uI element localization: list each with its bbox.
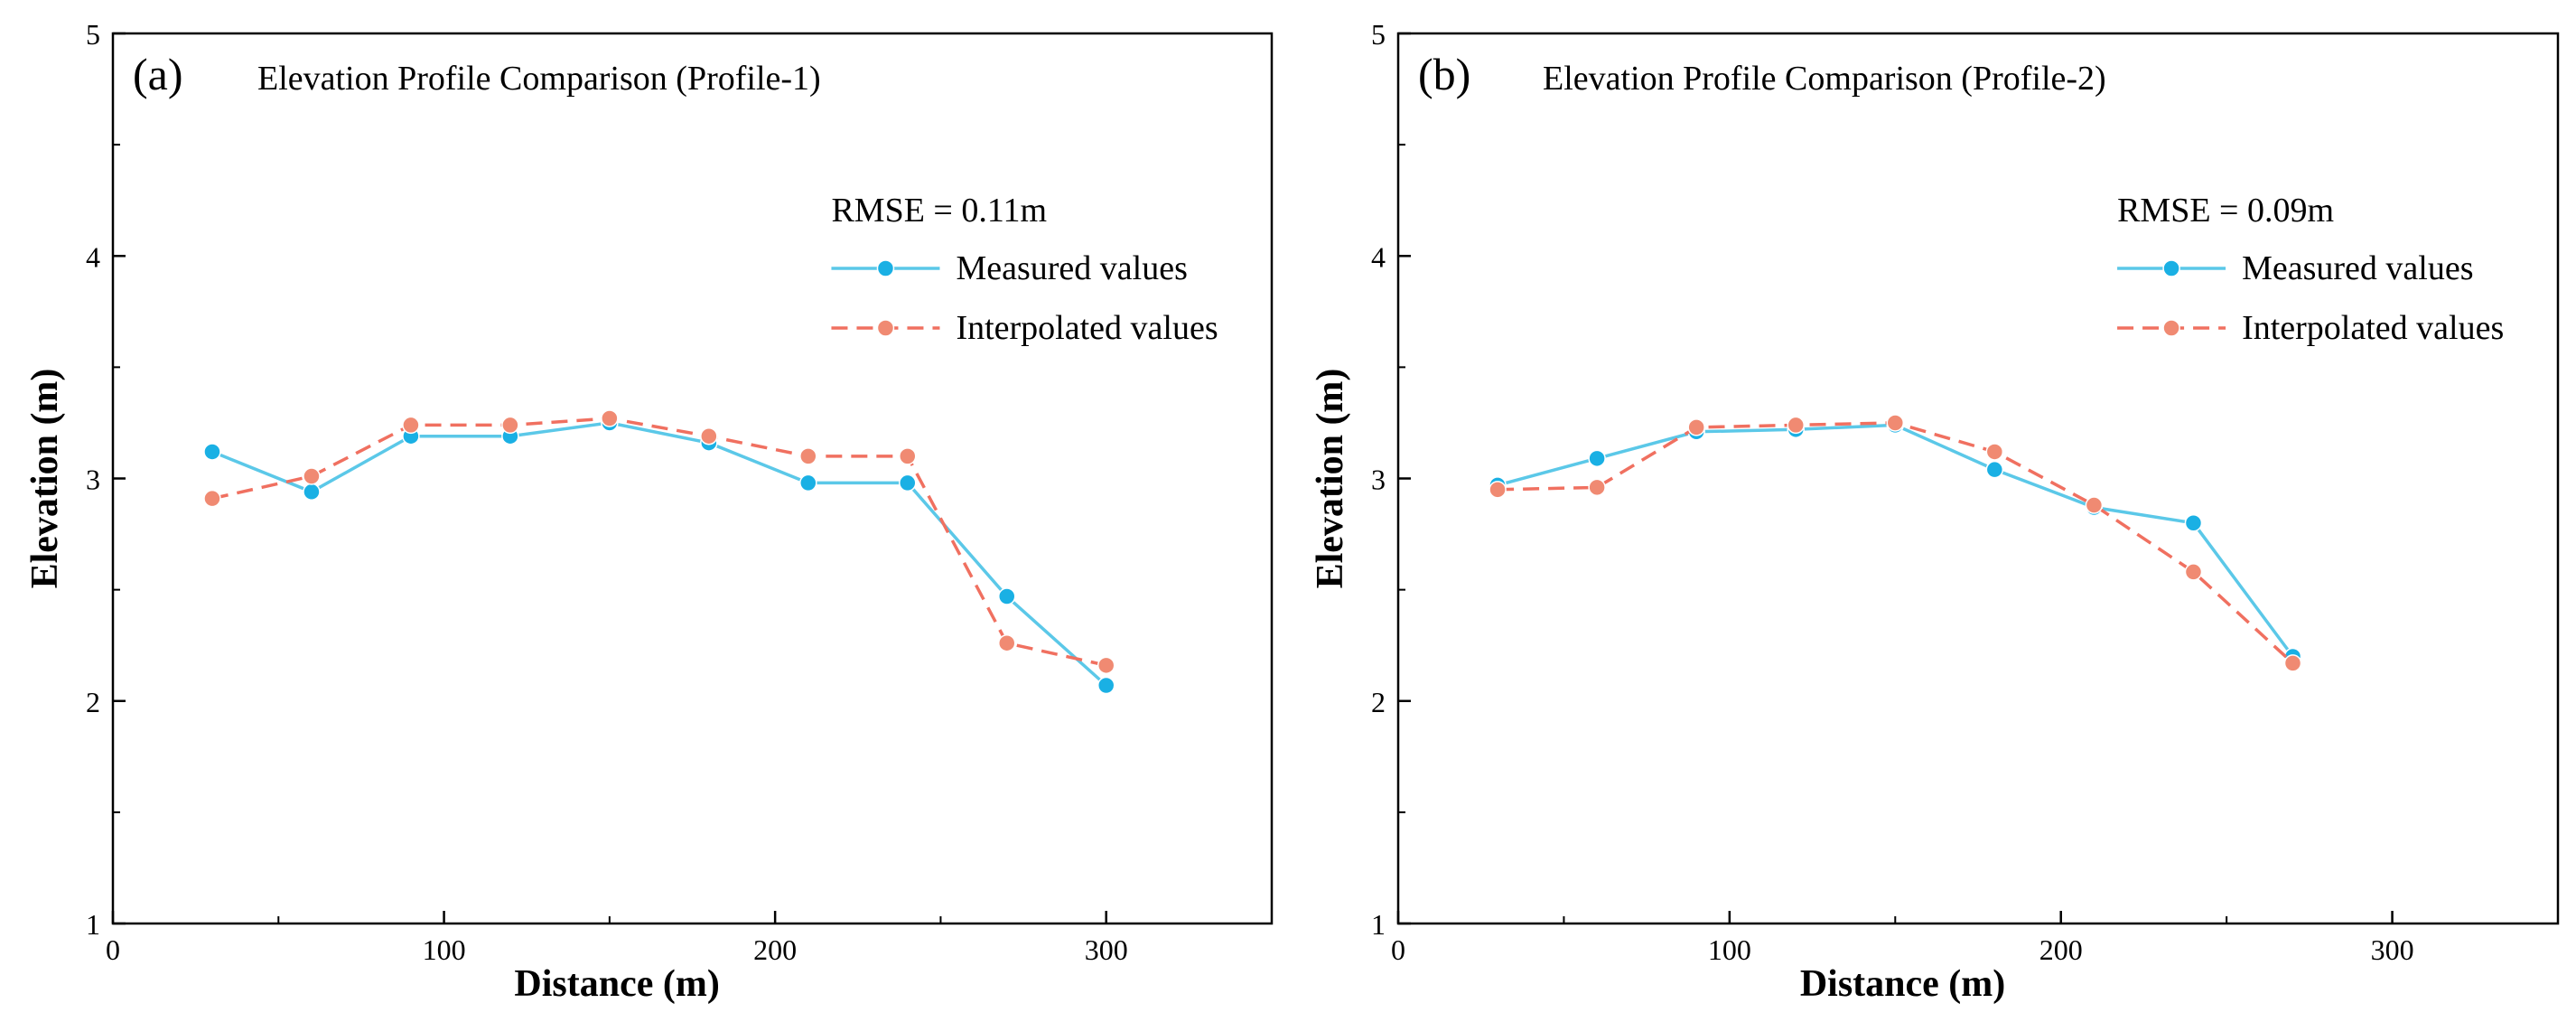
legend-marker xyxy=(2162,259,2180,277)
x-axis-label: Distance (m) xyxy=(514,963,719,1005)
y-tick-label: 4 xyxy=(1371,240,1386,273)
y-axis-label: Elevation (m) xyxy=(24,369,66,589)
x-tick-label: 0 xyxy=(106,933,120,966)
y-tick-label: 2 xyxy=(86,686,100,718)
chart-panel-b: 0 100 200 300 1 2 3 4 5 Distance (m) Elevation (m)… xyxy=(1310,18,2560,1005)
data-point-interpolated xyxy=(2283,654,2302,672)
data-point-interpolated xyxy=(601,409,619,427)
data-point-interpolated xyxy=(899,447,917,465)
y-tick-label: 4 xyxy=(86,240,100,273)
data-point-interpolated xyxy=(1097,656,1115,675)
rmse-annotation: RMSE = 0.11m xyxy=(831,192,1047,230)
data-point-interpolated xyxy=(1886,414,1905,432)
data-point-interpolated xyxy=(1985,443,2004,461)
x-tick-label: 100 xyxy=(423,933,466,966)
data-point-measured xyxy=(1985,460,2004,479)
x-tick-label: 300 xyxy=(1085,933,1128,966)
data-point-measured xyxy=(899,473,917,492)
x-tick-label: 0 xyxy=(1391,933,1405,966)
plot-frame xyxy=(111,32,1274,925)
data-point-interpolated xyxy=(2085,496,2104,514)
legend-entry-label: Measured values xyxy=(956,249,1187,287)
data-point-interpolated xyxy=(1687,418,1705,436)
data-point-interpolated xyxy=(402,416,420,435)
legend-entry-label: Interpolated values xyxy=(956,309,1218,347)
y-axis-label: Elevation (m) xyxy=(1310,369,1351,589)
data-point-interpolated xyxy=(2184,563,2203,581)
data-point-measured xyxy=(799,473,817,492)
data-point-measured xyxy=(2184,514,2203,532)
y-tick-label: 5 xyxy=(86,18,100,51)
x-tick-label: 200 xyxy=(753,933,797,966)
series-line-measured xyxy=(1497,423,2294,658)
data-point-measured xyxy=(1097,676,1115,695)
data-point-interpolated xyxy=(1588,478,1606,497)
x-axis-label: Distance (m) xyxy=(1800,963,2005,1005)
x-tick-label: 100 xyxy=(1708,933,1751,966)
plot-frame xyxy=(1396,32,2560,925)
y-tick-label: 3 xyxy=(1371,464,1386,496)
series-line-measured xyxy=(211,421,1107,687)
data-point-interpolated xyxy=(799,447,817,465)
series-line-interpolated xyxy=(211,417,1107,668)
chart-panel-a: 0 100 200 300 1 2 3 4 5 Distance (m) Elevation (m)… xyxy=(24,18,1274,1005)
panel-label: (a) xyxy=(133,49,183,99)
data-point-interpolated xyxy=(997,633,1016,652)
legend-marker xyxy=(876,259,895,277)
chart-title: Elevation Profile Comparison (Profile-2) xyxy=(1543,60,2106,98)
legend-marker xyxy=(876,319,895,337)
series-line-interpolated xyxy=(1498,421,2294,665)
x-tick-label: 200 xyxy=(2039,933,2083,966)
data-point-measured xyxy=(303,483,321,502)
y-tick-label: 3 xyxy=(86,464,100,496)
data-point-measured xyxy=(1588,449,1606,468)
x-tick-label: 300 xyxy=(2371,933,2414,966)
panel-label: (b) xyxy=(1418,49,1470,99)
chart-title: Elevation Profile Comparison (Profile-1) xyxy=(257,60,821,98)
rmse-annotation: RMSE = 0.09m xyxy=(2117,192,2334,230)
y-tick-label: 5 xyxy=(1371,18,1386,51)
data-point-measured xyxy=(997,587,1016,605)
data-point-interpolated xyxy=(501,416,519,435)
y-tick-label: 2 xyxy=(1371,686,1386,718)
data-point-interpolated xyxy=(700,427,718,445)
data-point-interpolated xyxy=(1489,481,1507,499)
y-tick-label: 1 xyxy=(86,908,100,941)
data-point-measured xyxy=(203,443,221,461)
legend-entry-label: Measured values xyxy=(2242,249,2473,287)
legend-marker xyxy=(2162,319,2180,337)
data-point-interpolated xyxy=(303,467,321,485)
data-point-interpolated xyxy=(203,489,221,508)
data-point-interpolated xyxy=(1787,416,1805,435)
legend-entry-label: Interpolated values xyxy=(2242,309,2504,347)
y-tick-label: 1 xyxy=(1371,908,1386,941)
